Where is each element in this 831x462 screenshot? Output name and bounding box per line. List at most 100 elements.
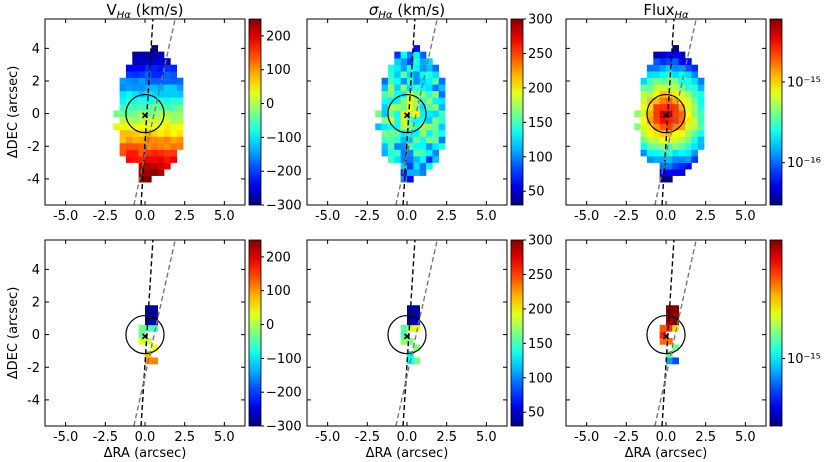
spaxel <box>145 337 152 345</box>
spaxel <box>413 318 420 326</box>
spaxel <box>646 156 654 163</box>
spaxel <box>125 136 133 144</box>
spaxel <box>145 175 152 183</box>
spaxel <box>407 84 414 92</box>
spaxel <box>432 149 440 157</box>
spaxel <box>170 136 178 144</box>
spaxel <box>387 136 395 144</box>
spaxel <box>426 71 433 79</box>
spaxel <box>170 90 178 98</box>
spaxel <box>659 110 667 118</box>
colorbar-tick-label: 10⁻¹⁶ <box>787 156 821 171</box>
spaxel <box>691 103 699 111</box>
spaxel <box>678 162 686 170</box>
spaxel <box>176 123 184 131</box>
spaxel <box>413 324 420 332</box>
spaxel <box>407 90 414 98</box>
spaxel <box>394 84 401 92</box>
spaxel <box>151 45 158 52</box>
spaxel <box>394 129 401 137</box>
spaxel <box>387 129 395 137</box>
spaxel <box>413 71 420 79</box>
spaxel <box>678 136 686 144</box>
axis-line-black <box>661 19 675 205</box>
spaxel <box>119 149 127 157</box>
spaxel <box>666 169 673 176</box>
x-tick-label: 2.5 <box>436 209 457 224</box>
x-tick-label: 0.0 <box>397 430 418 445</box>
axis-line-black <box>140 240 154 426</box>
colorbar-tick-label: 150 <box>528 116 553 131</box>
spaxel <box>691 129 699 137</box>
spaxel <box>413 77 420 85</box>
spaxel <box>176 84 184 92</box>
spaxel <box>653 156 660 163</box>
spaxel <box>432 143 440 150</box>
spaxel <box>646 84 654 92</box>
spaxel <box>119 110 127 118</box>
spaxel <box>138 136 146 144</box>
spaxel <box>381 84 389 92</box>
spaxel <box>413 97 420 105</box>
colorbar-tick-label: −200 <box>266 386 302 401</box>
colorbar <box>248 18 262 206</box>
spaxel <box>666 337 673 345</box>
spaxel <box>176 136 184 144</box>
spaxel <box>170 84 178 92</box>
spaxel <box>407 156 414 163</box>
spaxel <box>138 175 146 183</box>
spaxel <box>666 110 673 118</box>
spaxel <box>659 51 667 59</box>
colorbar-tick-label: 200 <box>266 29 291 44</box>
spaxel <box>659 156 667 163</box>
colorbar <box>248 239 262 427</box>
spaxel <box>119 103 127 111</box>
spaxel <box>400 71 408 79</box>
spaxel <box>157 169 165 176</box>
spaxel <box>672 149 679 157</box>
colorbar-tick-label: −100 <box>266 352 302 367</box>
spaxel <box>413 103 420 111</box>
spaxel <box>653 149 660 157</box>
x-tick-label: 0.0 <box>397 209 418 224</box>
spaxel <box>138 110 146 118</box>
axis-line-black <box>140 19 154 205</box>
spaxel <box>672 90 679 98</box>
spaxel <box>640 110 648 118</box>
spaxel <box>407 110 414 118</box>
spaxel <box>138 123 146 131</box>
spaxel <box>407 123 414 131</box>
spaxel <box>400 149 408 157</box>
spaxel <box>419 149 427 157</box>
spaxel <box>653 97 660 105</box>
spaxel <box>646 77 654 85</box>
spaxel <box>685 123 692 131</box>
spaxel <box>413 116 420 124</box>
spaxel <box>407 162 414 170</box>
spaxel <box>666 71 673 79</box>
spaxel <box>125 156 133 163</box>
spaxel <box>659 77 667 85</box>
spaxel <box>419 103 427 111</box>
spaxel <box>426 143 433 150</box>
spaxel <box>176 129 184 137</box>
spaxel <box>407 305 414 313</box>
spaxel <box>400 162 408 170</box>
spaxel <box>685 116 692 124</box>
plot-area <box>113 19 184 205</box>
spaxel <box>170 64 178 72</box>
spaxel <box>125 103 133 111</box>
spaxel <box>659 71 667 79</box>
plot-area <box>634 19 705 205</box>
spaxel <box>400 64 408 72</box>
spaxel <box>691 84 699 92</box>
spaxel <box>659 90 667 98</box>
x-tick-label: -5.0 <box>53 209 78 224</box>
spaxel <box>407 143 414 150</box>
spaxel <box>697 110 705 118</box>
spaxel <box>653 143 660 150</box>
colorbar-tick-label: 100 <box>266 284 291 299</box>
spaxel <box>145 350 152 358</box>
spaxel <box>432 116 440 124</box>
spaxel <box>419 110 427 118</box>
